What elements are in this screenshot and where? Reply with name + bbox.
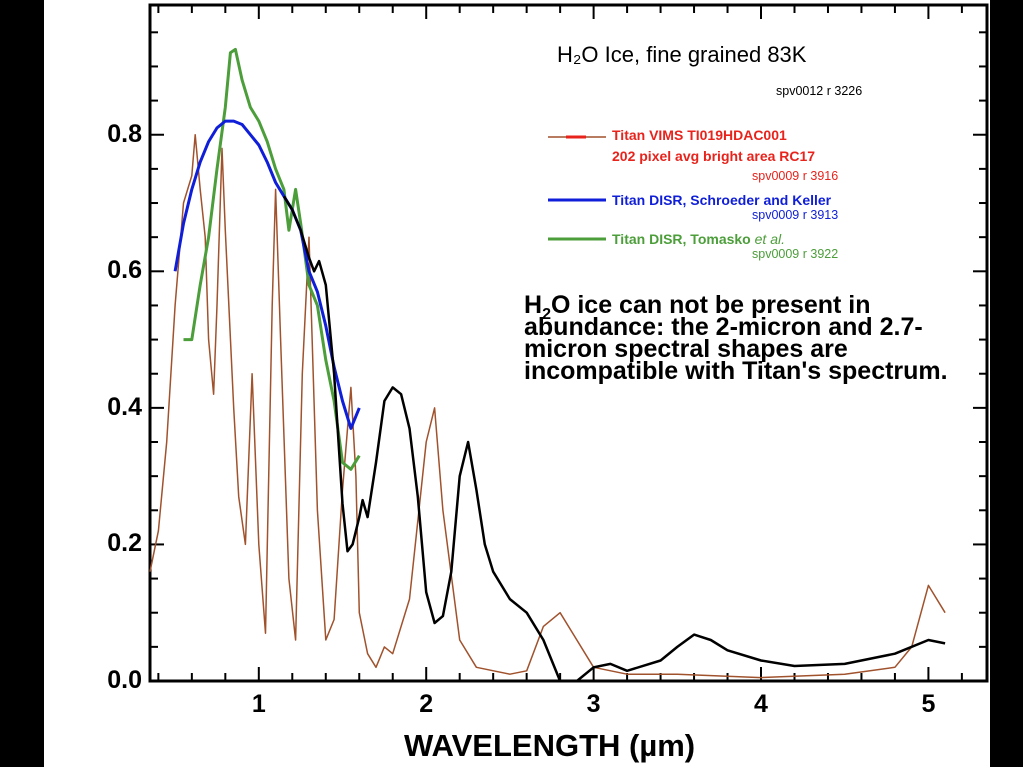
y-axis-title: SCALED REFLECTANCE bbox=[14, 155, 49, 520]
x-axis-title: WAVELENGTH (µm) bbox=[404, 728, 696, 763]
x-tick-label: 3 bbox=[586, 690, 601, 718]
series-line bbox=[183, 47, 361, 471]
series-lines bbox=[149, 47, 946, 683]
legend-label-tomasko: Titan DISR, Tomasko et al. bbox=[612, 231, 785, 247]
legend-label-schroeder: Titan DISR, Schroeder and Keller bbox=[612, 192, 832, 208]
legend-label-vims-line2: 202 pixel avg bright area RC17 bbox=[612, 148, 816, 164]
y-tick-label: 0.0 bbox=[107, 666, 142, 694]
legend-ref-tomasko: spv0009 r 3922 bbox=[752, 247, 839, 261]
y-tick-label: 0.2 bbox=[107, 529, 142, 558]
legend-ref-schroeder: spv0009 r 3913 bbox=[752, 208, 839, 222]
axis-ticks bbox=[150, 5, 987, 682]
y-tick-label: 0.8 bbox=[107, 119, 142, 148]
y-tick-label: 0.6 bbox=[107, 256, 142, 285]
annotation-text: H2O ice can not be present in abundance:… bbox=[524, 291, 948, 385]
x-tick-label: 2 bbox=[419, 690, 434, 718]
chart-background bbox=[44, 0, 990, 767]
y-tick-label: 0.4 bbox=[107, 392, 142, 421]
x-tick-label: 5 bbox=[921, 690, 936, 718]
chart-title: H₂O Ice, fine grained 83K bbox=[557, 42, 807, 67]
title-reference: spv0012 r 3226 bbox=[776, 84, 863, 98]
legend-lines bbox=[548, 135, 606, 241]
series-line bbox=[149, 133, 946, 679]
x-tick-label: 4 bbox=[754, 690, 768, 718]
series-line bbox=[282, 195, 946, 683]
legend-label-vims: Titan VIMS TI019HDAC001 bbox=[612, 127, 787, 143]
legend-ref-vims: spv0009 r 3916 bbox=[752, 169, 839, 183]
x-tick-label: 1 bbox=[251, 690, 266, 718]
series-line bbox=[173, 119, 361, 430]
